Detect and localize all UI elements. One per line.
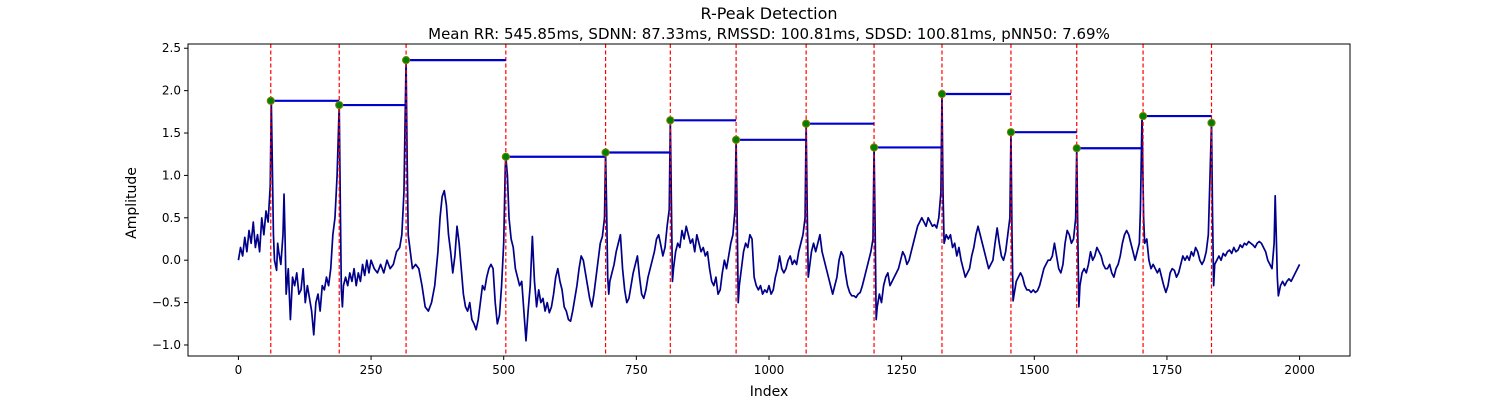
r-peak-marker [266,96,275,105]
r-peak-marker [937,89,947,99]
x-tick-label: 250 [360,363,383,377]
r-peak-marker [802,119,811,128]
chart-subtitle: Mean RR: 545.85ms, SDNN: 87.33ms, RMSSD:… [428,25,1110,43]
r-peak-marker [1207,118,1216,127]
ecg-signal-line [237,59,1301,342]
r-peak-marker [501,152,510,161]
x-tick-label: 0 [235,363,243,377]
x-tick-label: 2000 [1284,363,1315,377]
x-tick-label: 1500 [1019,363,1050,377]
r-peak-marker [666,116,675,125]
x-tick-label: 1250 [886,363,917,377]
x-tick-label: 1000 [754,363,785,377]
y-tick-label: −1.0 [152,338,181,352]
y-axis-label: Amplitude [124,167,140,239]
y-tick-label: 1.5 [162,126,181,140]
r-peak-marker [401,56,411,65]
x-axis: 0 250 500 750 1000 1250 1500 1750 2000 [235,356,1315,377]
r-peak-marker [1072,144,1081,153]
r-peak-marker [1138,111,1148,121]
r-peak-marker [335,100,344,110]
y-axis: −1.0 −0.5 0.0 0.5 1.0 1.5 2.0 2.5 [152,41,188,352]
chart-title: R-Peak Detection [700,4,837,23]
y-tick-label: 0.5 [162,211,181,225]
x-axis-label: Index [750,384,789,400]
r-peak-marker [869,143,879,152]
r-peak-marker [1006,128,1016,137]
plot-area [237,44,1301,356]
x-tick-label: 750 [625,363,648,377]
y-tick-label: 2.0 [162,84,181,98]
x-tick-label: 500 [492,363,515,377]
r-peak-marker [732,135,741,144]
x-tick-label: 1750 [1152,363,1183,377]
y-tick-label: −0.5 [152,296,181,310]
r-peak-marker [601,148,610,157]
y-tick-label: 0.0 [162,253,181,267]
y-tick-label: 1.0 [162,168,181,182]
y-tick-label: 2.5 [162,41,181,55]
